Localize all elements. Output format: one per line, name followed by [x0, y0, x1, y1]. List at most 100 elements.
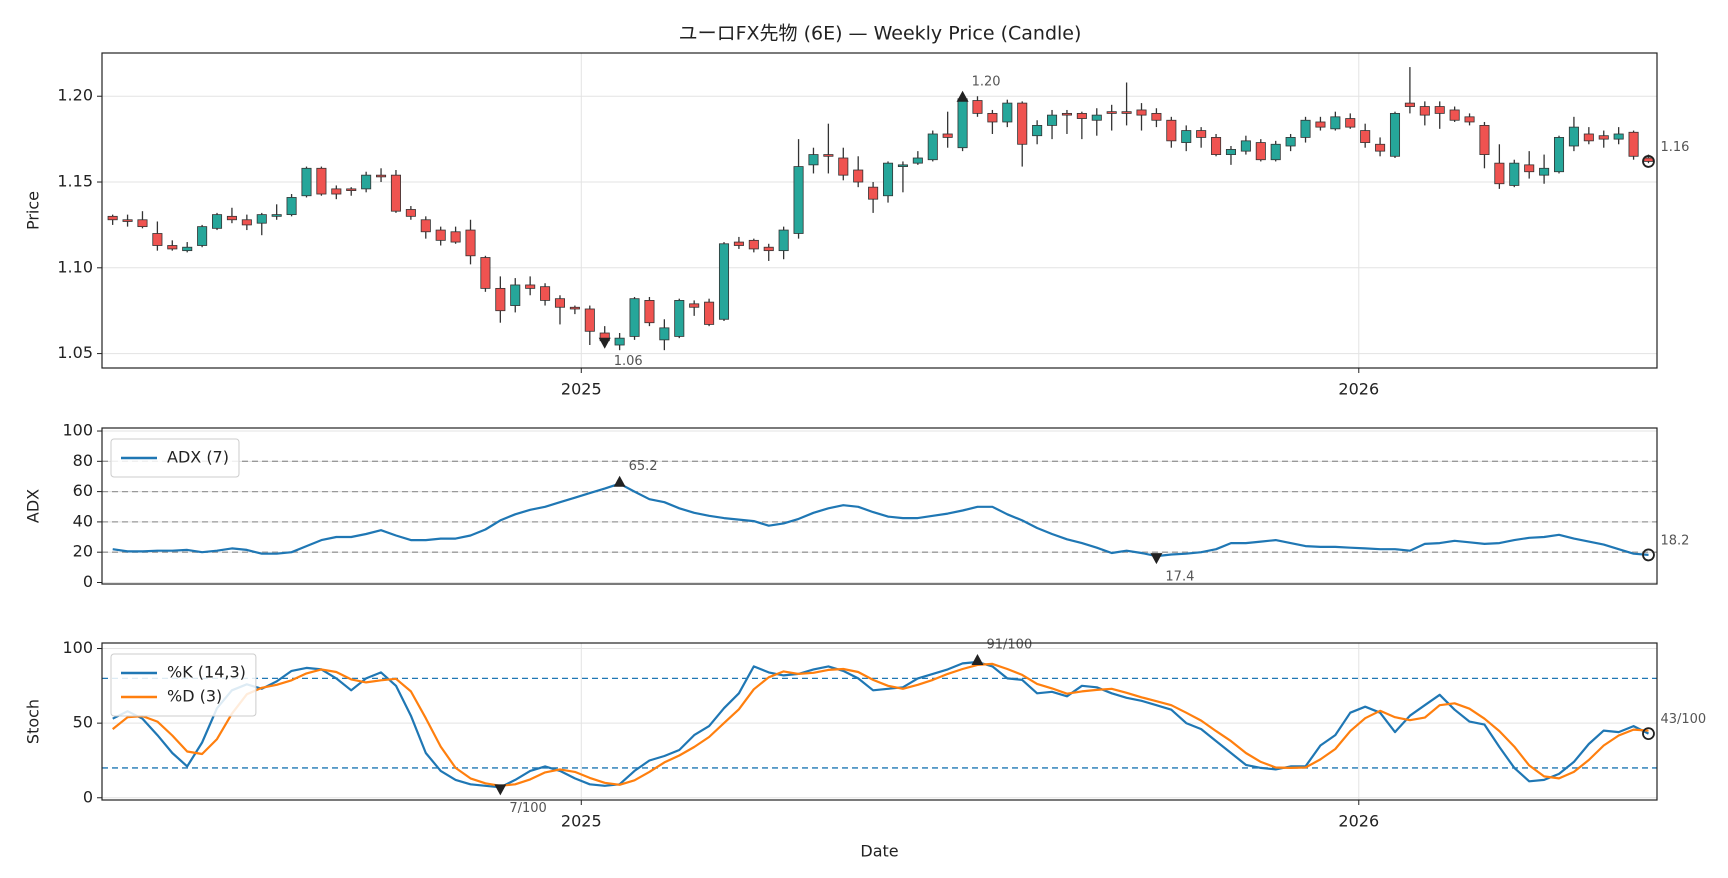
min-marker [598, 337, 611, 349]
candle-body [346, 188, 357, 191]
candle-body [763, 246, 774, 252]
candle-body [644, 300, 655, 324]
max-marker [613, 475, 626, 487]
candle-body [808, 154, 819, 166]
candle-body [1047, 114, 1058, 126]
x-axis-label: Date [860, 842, 898, 861]
candle-body [1404, 102, 1415, 107]
max-marker [971, 653, 984, 665]
candle-body [793, 166, 804, 234]
candle-body [241, 219, 252, 226]
candle-body [778, 229, 789, 252]
candle-body [1032, 125, 1043, 137]
candle-body [1196, 130, 1207, 138]
legend-box [110, 653, 257, 717]
y-tick-label: 1.20 [57, 86, 93, 105]
candle-body [1360, 130, 1371, 143]
candle-body [897, 164, 908, 167]
series-line [112, 660, 1649, 789]
candle-body [1225, 149, 1236, 155]
candle-body [1136, 109, 1147, 116]
y-axis-label: ADX [24, 489, 43, 523]
candle-body [882, 162, 894, 197]
candle-body [405, 209, 416, 217]
candle-body [167, 245, 178, 250]
candle-body [1434, 106, 1445, 114]
annotation: 1.06 [614, 354, 643, 369]
candle-body [1449, 109, 1460, 121]
candle-body [1568, 126, 1579, 147]
candle-body [704, 301, 715, 325]
candle-body [286, 197, 297, 216]
candle-body [390, 174, 401, 212]
candle-body [1315, 121, 1326, 128]
x-tick-label: 2026 [1338, 812, 1379, 831]
x-tick-label: 2025 [561, 812, 602, 831]
candle-body [868, 186, 879, 200]
series-line [112, 662, 1649, 787]
annotation: 91/100 [986, 637, 1032, 652]
candle-body [107, 215, 118, 221]
y-tick-label: 60 [73, 481, 93, 500]
min-marker [1150, 553, 1163, 565]
plot-frame [101, 427, 1658, 585]
annotation: 1.20 [972, 74, 1001, 89]
candle-body [1613, 133, 1624, 140]
candle-body [495, 287, 506, 312]
legend-label: %D (3) [167, 687, 222, 706]
max-marker [956, 90, 969, 102]
y-tick-label: 40 [73, 511, 93, 530]
annotation: 17.4 [1165, 570, 1194, 585]
annotation: 65.2 [629, 459, 658, 474]
candle-body [540, 286, 551, 301]
x-tick-label: 2026 [1338, 380, 1379, 399]
y-tick-label: 80 [73, 451, 93, 470]
candle-body [554, 298, 566, 308]
candle-body [1509, 162, 1520, 186]
y-tick-label: 50 [73, 713, 93, 732]
candle-body [942, 133, 953, 138]
candle-body [480, 257, 491, 289]
candle-body [122, 219, 133, 222]
legend-box [110, 438, 240, 478]
candle-body [1151, 112, 1162, 121]
candle-body [1002, 102, 1013, 123]
candle-body [1628, 131, 1639, 157]
y-tick-label: 1.15 [57, 172, 93, 191]
last-marker [1642, 548, 1655, 562]
candle-body [1494, 162, 1505, 185]
plot-frame [101, 52, 1658, 369]
candle-body [629, 298, 640, 337]
candle-body [1583, 133, 1594, 142]
candle-body [987, 112, 998, 123]
candle-body [584, 308, 595, 332]
y-tick-label: 100 [62, 421, 93, 440]
candle-body [271, 214, 282, 217]
candle-body [733, 241, 744, 246]
candle-body [748, 239, 759, 250]
candle-body [659, 327, 670, 341]
candle-body [1255, 142, 1266, 161]
candle-body [689, 303, 700, 308]
candle-body [569, 306, 580, 310]
candle-body [1330, 116, 1341, 130]
chart-title: ユーロFX先物 (6E) — Weekly Price (Candle) [679, 23, 1082, 45]
candle-body [256, 214, 267, 224]
candle-body [1285, 137, 1296, 147]
candle-body [182, 246, 193, 252]
candle-body [1300, 119, 1311, 138]
annotation: 7/100 [509, 801, 546, 816]
last-marker [1642, 727, 1655, 740]
x-tick-label: 2025 [561, 380, 602, 399]
candle-body [1643, 157, 1654, 162]
y-tick-label: 20 [73, 542, 93, 561]
candle-body [152, 233, 163, 246]
candle-body [361, 174, 372, 190]
annotation: 43/100 [1660, 712, 1706, 727]
candle-body [197, 226, 208, 246]
candle-body [1524, 164, 1535, 173]
candle-body [614, 337, 625, 346]
last-marker [1642, 155, 1655, 168]
candle-body [912, 157, 923, 164]
